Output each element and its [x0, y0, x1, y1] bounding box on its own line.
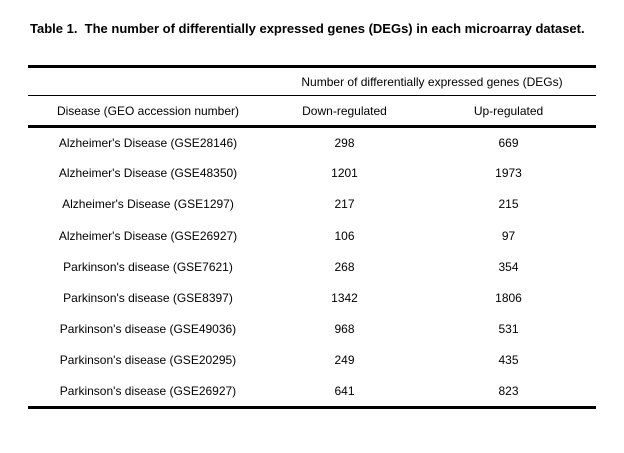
table-row: Parkinson's disease (GSE49036) 968 531	[28, 314, 596, 345]
table-body: Alzheimer's Disease (GSE28146) 298 669 Alzh…	[28, 127, 596, 408]
column-header-up-regulated: Up-regulated	[421, 95, 597, 128]
column-header-row: Disease (GEO accession number) Down-regu…	[28, 95, 597, 128]
cell-down-regulated: 249	[334, 353, 355, 368]
cell-up-regulated: 435	[498, 353, 519, 368]
table-header: Number of differentially expressed genes…	[28, 66, 597, 128]
spanner-row: Number of differentially expressed genes…	[28, 66, 597, 96]
cell-down-regulated: 1201	[331, 166, 358, 181]
table-row: Alzheimer's Disease (GSE48350) 1201 1973	[28, 158, 596, 189]
cell-disease: Parkinson's disease (GSE8397)	[63, 291, 233, 306]
table-row: Alzheimer's Disease (GSE1297) 217 215	[28, 189, 596, 220]
spanner-label: Number of differentially expressed genes…	[268, 66, 597, 96]
cell-disease: Alzheimer's Disease (GSE1297)	[62, 197, 234, 212]
cell-down-regulated: 1342	[331, 291, 358, 306]
table-row: Parkinson's disease (GSE26927) 641 823	[28, 376, 596, 407]
cell-down-regulated: 298	[334, 135, 355, 150]
cell-disease: Parkinson's disease (GSE20295)	[59, 353, 237, 368]
cell-up-regulated: 531	[498, 322, 519, 337]
degs-table: Number of differentially expressed genes…	[28, 65, 597, 409]
cell-up-regulated: 1806	[495, 291, 522, 306]
cell-disease: Parkinson's disease (GSE26927)	[59, 383, 237, 398]
cell-up-regulated: 215	[498, 197, 519, 212]
cell-down-regulated: 268	[334, 259, 355, 274]
cell-up-regulated: 97	[501, 228, 516, 243]
cell-disease: Alzheimer's Disease (GSE28146)	[58, 135, 238, 150]
cell-down-regulated: 217	[334, 197, 355, 212]
spanner-empty-cell	[28, 66, 268, 96]
column-header-disease: Disease (GEO accession number)	[28, 95, 268, 128]
cell-down-regulated: 106	[334, 228, 355, 243]
table-row: Parkinson's disease (GSE20295) 249 435	[28, 345, 596, 376]
table-row: Alzheimer's Disease (GSE28146) 298 669	[28, 127, 596, 158]
cell-up-regulated: 1973	[495, 166, 522, 181]
table-row: Parkinson's disease (GSE8397) 1342 1806	[28, 282, 596, 313]
column-header-down-regulated: Down-regulated	[268, 95, 421, 128]
cell-disease: Alzheimer's Disease (GSE26927)	[58, 228, 238, 243]
cell-disease: Parkinson's disease (GSE7621)	[63, 259, 233, 274]
cell-up-regulated: 354	[498, 259, 519, 274]
cell-up-regulated: 669	[498, 135, 519, 150]
cell-down-regulated: 641	[334, 383, 355, 398]
cell-down-regulated: 968	[334, 322, 355, 337]
table-row: Parkinson's disease (GSE7621) 268 354	[28, 251, 596, 282]
table-row: Alzheimer's Disease (GSE26927) 106 97	[28, 220, 596, 251]
cell-disease: Parkinson's disease (GSE49036)	[59, 322, 237, 337]
table-title: Table 1. The number of differentially ex…	[30, 21, 585, 36]
cell-disease: Alzheimer's Disease (GSE48350)	[58, 166, 238, 181]
cell-up-regulated: 823	[498, 383, 519, 398]
